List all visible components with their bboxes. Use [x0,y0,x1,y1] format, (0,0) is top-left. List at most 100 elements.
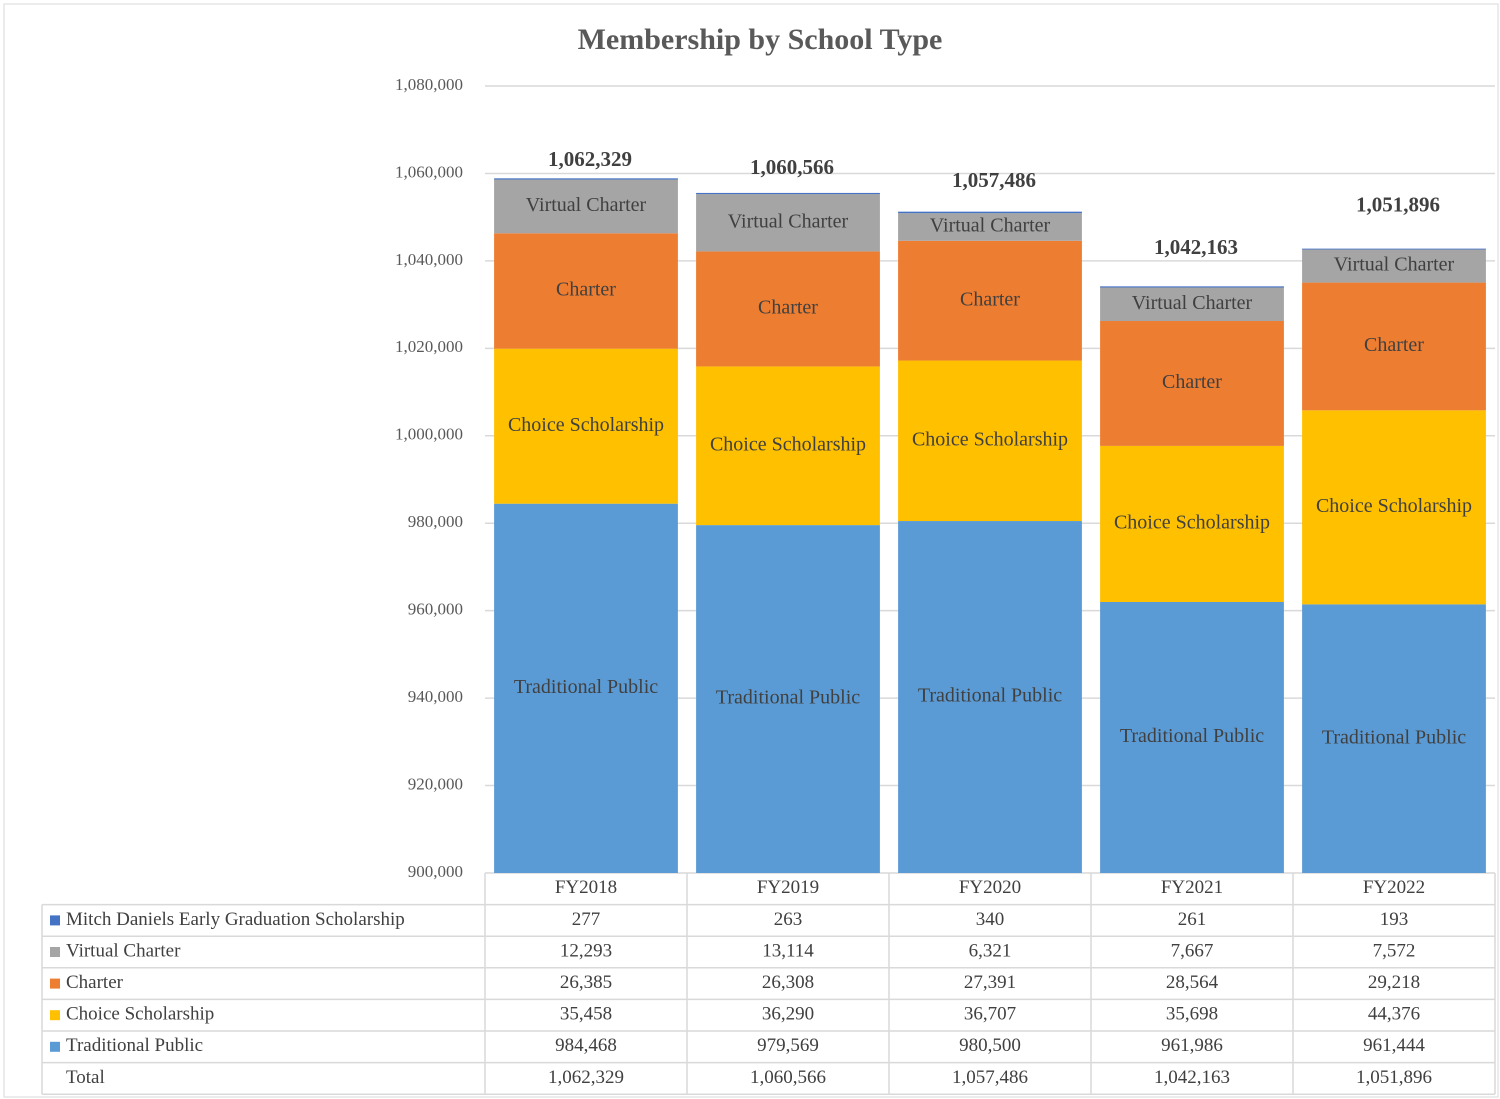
y-tick-label: 920,000 [408,774,463,793]
x-tick-label: FY2018 [555,877,617,898]
table-cell: 13,114 [762,940,814,961]
table-cell: 261 [1178,909,1207,930]
table-cell: 1,062,329 [548,1067,624,1088]
legend-label: Choice Scholarship [66,1004,214,1025]
table-cell: 26,385 [560,972,612,993]
x-tick-label: FY2021 [1161,877,1223,898]
x-tick-label: FY2020 [959,877,1021,898]
table-cell: 193 [1380,909,1409,930]
segment-label: Choice Scholarship [912,428,1068,450]
bar-segment [1302,282,1486,411]
bar-segment [494,503,678,873]
legend-swatch [50,1010,60,1021]
table-cell: 28,564 [1166,972,1219,993]
table-cell: 7,667 [1171,940,1214,961]
total-label: 1,062,329 [548,147,632,171]
segment-label: Traditional Public [918,685,1062,707]
table-cell: 277 [572,909,601,930]
segment-label: Virtual Charter [930,215,1051,237]
bar-segment [696,192,880,195]
bar-segment [1100,321,1284,446]
y-tick-label: 900,000 [408,862,463,881]
segment-label: Virtual Charter [1334,254,1455,276]
bar-segment [898,240,1082,361]
table-cell: 27,391 [964,972,1016,993]
bar-segment [696,525,880,873]
y-tick-label: 1,040,000 [395,250,463,269]
segment-label: Choice Scholarship [1316,495,1472,517]
legend-swatch [50,1041,60,1052]
segment-label: Traditional Public [1322,726,1466,748]
table-cell: 340 [976,909,1005,930]
bar-segment [494,233,678,349]
segment-label: Charter [960,288,1020,310]
total-label: 1,057,486 [952,168,1036,192]
bar-segment [696,194,880,252]
table-cell: 35,698 [1166,1004,1218,1025]
bar-segment [494,178,678,180]
segment-label: Virtual Charter [728,210,849,232]
bar-segment [494,179,678,234]
table-cell: 980,500 [959,1035,1021,1056]
segment-label: Charter [758,297,818,319]
bar-segment [1302,410,1486,605]
table-cell: 44,376 [1368,1004,1420,1025]
legend-swatch [50,915,60,926]
table-cell: 984,468 [555,1035,617,1056]
table-cell: 1,060,566 [750,1067,826,1088]
total-label: 1,060,566 [750,155,834,179]
table-cell: 35,458 [560,1004,612,1025]
table-cell: 1,051,896 [1356,1067,1432,1088]
segment-label: Charter [1162,371,1222,393]
legend-swatch [50,978,60,989]
segment-label: Virtual Charter [526,194,647,216]
table-cell: 979,569 [757,1035,819,1056]
segment-label: Charter [1364,334,1424,356]
y-tick-label: 1,060,000 [395,162,463,181]
x-tick-label: FY2019 [757,877,819,898]
legend-swatch [50,947,60,957]
table-cell: 263 [774,909,803,930]
y-tick-label: 960,000 [408,600,463,619]
table-cell: 26,308 [762,972,814,993]
table-total-label: Total [66,1067,105,1088]
total-label: 1,051,896 [1356,193,1440,217]
bar-segment [1100,287,1284,322]
legend-label: Mitch Daniels Early Graduation Scholarsh… [66,909,405,930]
x-tick-label: FY2022 [1363,877,1425,898]
bar-segment [898,213,1082,241]
table-cell: 36,290 [762,1004,814,1025]
bar-segment [1302,249,1486,283]
bar-segment [1100,286,1284,288]
table-cell: 961,986 [1161,1035,1223,1056]
segment-label: Choice Scholarship [710,433,866,455]
legend-label: Traditional Public [66,1035,203,1056]
y-tick-label: 1,000,000 [395,425,463,444]
chart-title: Membership by School Type [578,23,943,56]
bar-segment [898,521,1082,873]
segment-label: Charter [556,279,616,301]
table-cell: 1,042,163 [1154,1067,1230,1088]
bar-segment [494,348,678,504]
table-cell: 12,293 [560,940,612,961]
bar-segment [1302,604,1486,873]
bar-segment [1100,601,1284,873]
table-cell: 36,707 [964,1004,1016,1025]
legend-label: Virtual Charter [66,940,181,961]
bar-segment [696,366,880,526]
bar-segment [1100,445,1284,602]
table-cell: 961,444 [1363,1035,1425,1056]
table-cell: 6,321 [969,940,1012,961]
bar-segment [696,251,880,367]
total-label: 1,042,163 [1154,235,1238,259]
segment-label: Traditional Public [514,676,658,698]
table-cell: 29,218 [1368,972,1420,993]
table-cell: 7,572 [1373,940,1416,961]
table-cell: 1,057,486 [952,1067,1028,1088]
segment-label: Traditional Public [716,687,860,709]
segment-label: Choice Scholarship [1114,512,1270,534]
legend-label: Charter [66,972,124,993]
segment-label: Traditional Public [1120,725,1264,747]
segment-label: Virtual Charter [1132,292,1253,314]
